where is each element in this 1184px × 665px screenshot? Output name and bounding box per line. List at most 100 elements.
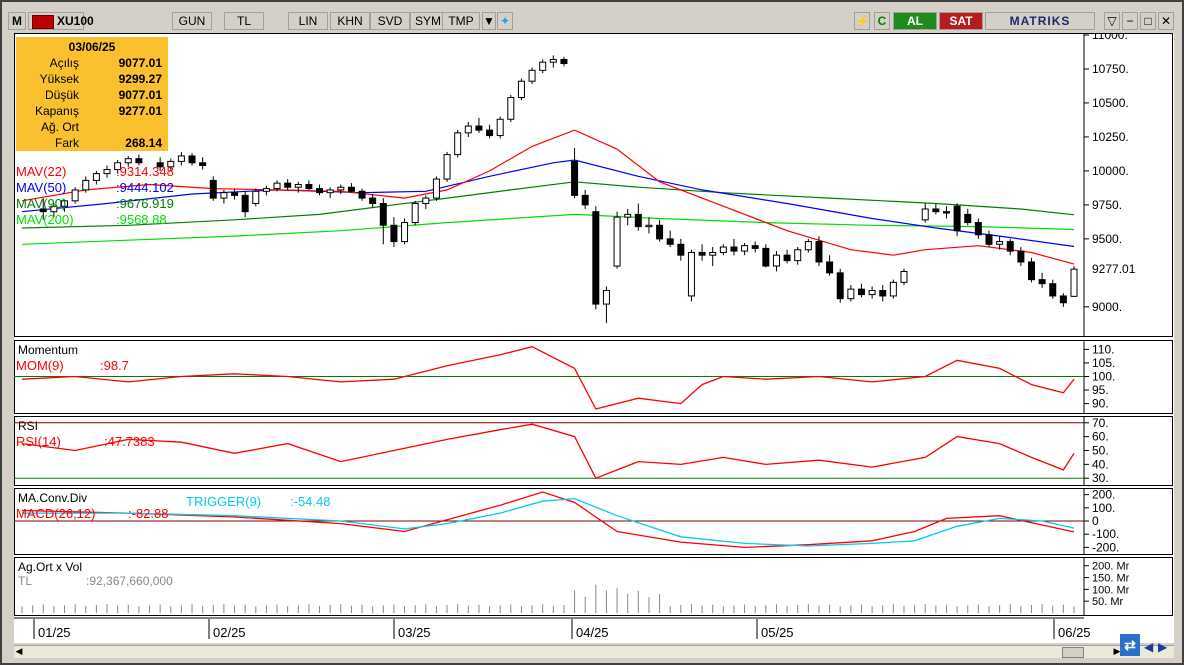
toolbar: M XU100 ▼ ✦ ⚡ C AL SAT MATRIKS ▽ − □ ✕ G…	[6, 10, 1180, 32]
horizontal-scrollbar[interactable]: ◀ ▶ ⇄ ◀ ▶	[14, 634, 1174, 658]
price-tick-label: 9500.	[1092, 232, 1122, 246]
toolbar-button-khn[interactable]: KHN	[330, 12, 370, 30]
tick-label: 150. Mr	[1092, 573, 1130, 585]
candle-body	[124, 158, 132, 164]
candle-body	[921, 208, 929, 221]
candle-body	[305, 184, 313, 190]
candle-body	[50, 205, 58, 213]
prev-arrow-icon[interactable]: ◀	[1144, 640, 1154, 654]
legend-name: RSI(14)	[16, 434, 61, 449]
candle-body	[932, 208, 940, 213]
sell-button[interactable]: SAT	[939, 12, 983, 30]
candle-body	[847, 288, 855, 300]
legend-name: MACD(26,12)	[16, 506, 95, 521]
legend-value: :9568.88	[116, 212, 167, 227]
candle-body	[517, 80, 525, 99]
candle-body	[443, 154, 451, 180]
tick-label: 100. Mr	[1092, 584, 1130, 596]
sync-icon[interactable]: ⇄	[1120, 634, 1140, 656]
candle-body	[741, 245, 749, 252]
candle-body	[783, 254, 791, 262]
toolbar-button-sym[interactable]: SYM	[410, 12, 446, 30]
candle-body	[103, 169, 111, 175]
candle-body	[581, 194, 589, 206]
price-tick-label: 10750.	[1092, 62, 1129, 76]
info-date: 03/06/25	[69, 40, 116, 54]
info-label: Açılış	[50, 56, 79, 70]
date-label: 05/25	[761, 625, 794, 640]
tick-label: -200.	[1092, 540, 1119, 554]
info-label: Düşük	[45, 88, 80, 102]
price-tick-label: 9000.	[1092, 300, 1122, 314]
candle-body	[432, 178, 440, 199]
candle-body	[571, 160, 579, 196]
date-label: 02/25	[213, 625, 246, 640]
candle-body	[539, 61, 547, 71]
dropdown-arrow-icon[interactable]: ▼	[482, 12, 496, 30]
info-value: 9299.27	[119, 72, 163, 86]
legend-value: :-82.88	[128, 506, 168, 521]
matriks-menu-button[interactable]: M	[8, 12, 26, 30]
toolbar-button-tl[interactable]: TL	[224, 12, 264, 30]
collapse-icon[interactable]: ▽	[1104, 12, 1120, 30]
candle-body	[135, 158, 143, 164]
price-tick-label: 9750.	[1092, 198, 1122, 212]
tick-label: -100.	[1092, 527, 1119, 541]
scroll-thumb[interactable]	[1062, 647, 1084, 658]
info-box-bg	[16, 37, 168, 151]
candle-body	[1038, 279, 1046, 285]
candle-body	[231, 192, 239, 196]
toolbar-button-gun[interactable]: GUN	[172, 12, 212, 30]
legend-name: TRIGGER(9)	[186, 494, 261, 509]
candle-body	[1006, 241, 1014, 252]
minimize-icon[interactable]: −	[1122, 12, 1138, 30]
tick-label: 70.	[1092, 416, 1109, 430]
chart-svg[interactable]: 11000. 10750. 10500. 10250. 10000. 9750. 9500.…	[14, 28, 1174, 643]
candle-body	[613, 216, 621, 267]
candle-body	[624, 213, 632, 218]
last-price-label: 9277.01	[1092, 262, 1136, 276]
candle-body	[1017, 250, 1025, 263]
toolbar-button-lin[interactable]: LIN	[288, 12, 328, 30]
toolbar-button-svd[interactable]: SVD	[370, 12, 410, 30]
candle-body	[868, 290, 876, 296]
panel-title: RSI	[18, 419, 38, 433]
panel-4-frame	[14, 557, 1173, 616]
candle-body	[656, 224, 664, 240]
buy-button[interactable]: AL	[893, 12, 937, 30]
info-label: Kapanış	[35, 104, 79, 118]
close-icon[interactable]: ✕	[1158, 12, 1174, 30]
candle-body	[836, 272, 844, 300]
lightning-icon[interactable]: ⚡	[854, 12, 870, 30]
candle-body	[889, 281, 897, 297]
twitter-icon[interactable]: ✦	[497, 12, 513, 30]
mav90-line	[21, 181, 1075, 229]
refresh-icon[interactable]: C	[874, 12, 890, 30]
candle-body	[262, 188, 270, 192]
toolbar-button-tmp[interactable]: TMP	[442, 12, 480, 30]
candle-body	[677, 243, 685, 256]
price-tick-label: 10500.	[1092, 96, 1129, 110]
candle-body	[996, 241, 1004, 245]
tick-label: 50. Mr	[1092, 596, 1124, 608]
series-line-0	[21, 346, 1075, 410]
tick-label: 90.	[1092, 397, 1109, 411]
candle-body	[177, 155, 185, 162]
candle-body	[156, 162, 164, 168]
candle-body	[71, 189, 79, 202]
chart-area[interactable]: 11000. 10750. 10500. 10250. 10000. 9750. 9500.…	[14, 28, 1174, 643]
candle-body	[39, 208, 47, 213]
next-arrow-icon[interactable]: ▶	[1158, 640, 1168, 654]
tick-label: 200. Mr	[1092, 561, 1130, 573]
info-box: 03/06/25 Açılış 9077.01 Yüksek 9299.27 Düşük 9…	[16, 37, 168, 151]
candle-body	[422, 197, 430, 205]
date-label: 04/25	[576, 625, 609, 640]
scroll-right-icon[interactable]: ▶	[1113, 646, 1121, 656]
tick-label: 100.	[1092, 370, 1115, 384]
series-line-0	[21, 423, 1075, 480]
candle-body	[220, 192, 228, 199]
date-label: 01/25	[38, 625, 71, 640]
maximize-icon[interactable]: □	[1140, 12, 1156, 30]
scroll-left-icon[interactable]: ◀	[15, 646, 23, 656]
